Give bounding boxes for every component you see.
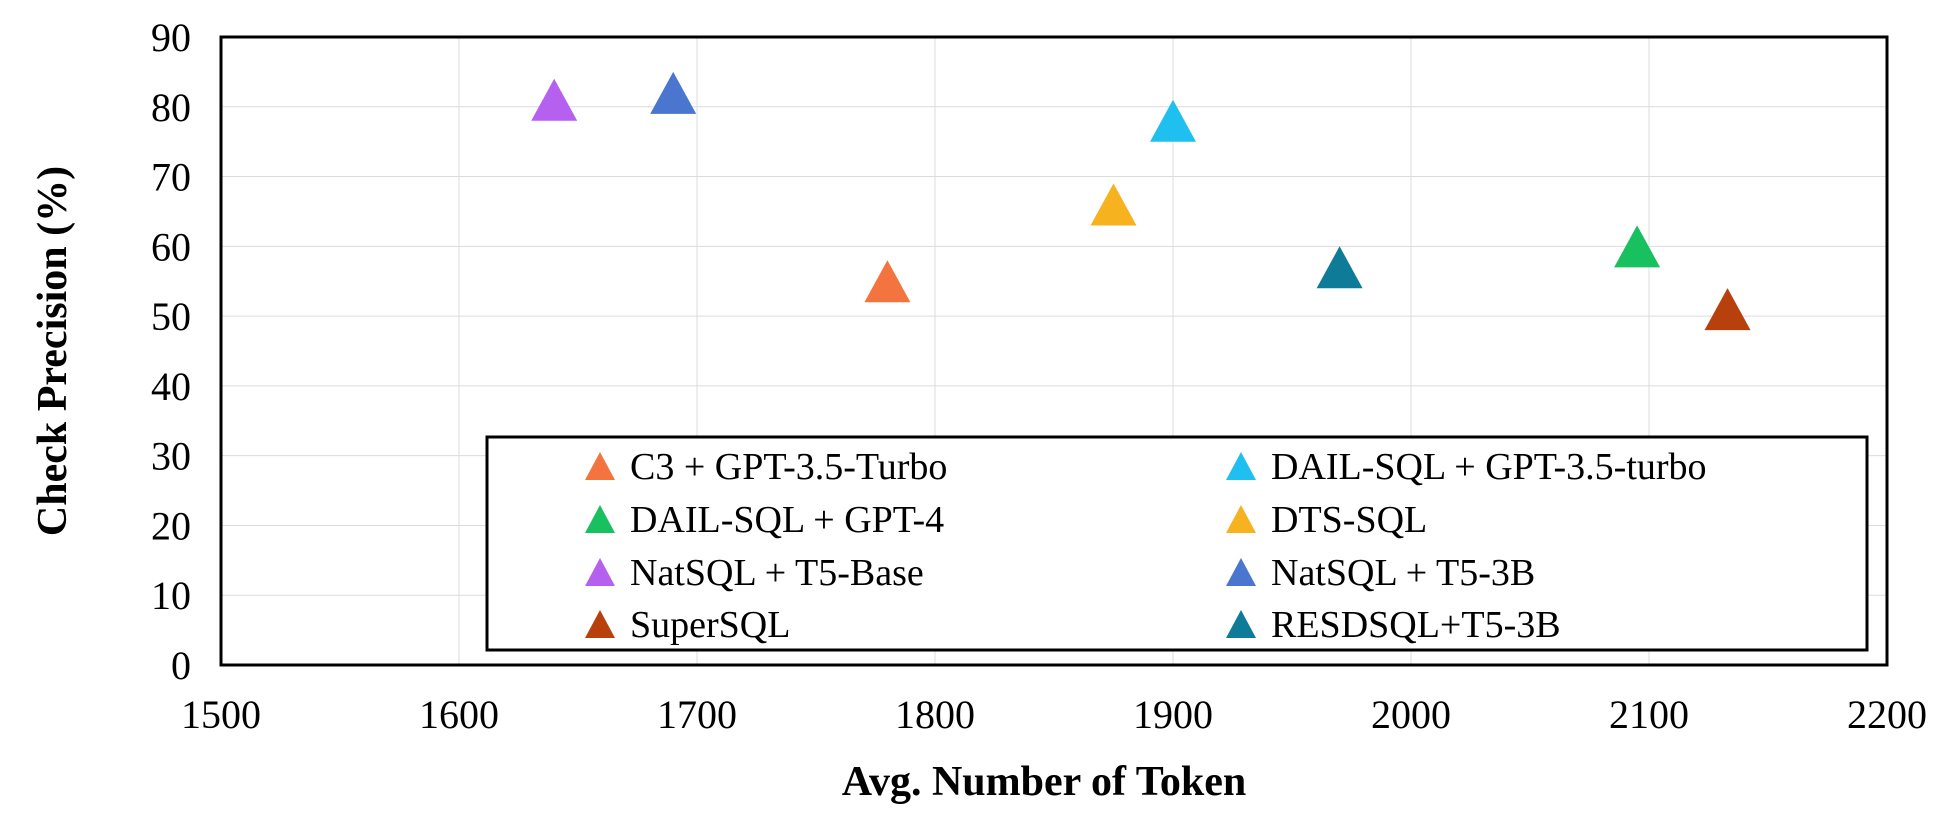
x-tick-label: 1800 <box>895 692 975 737</box>
data-point <box>1316 246 1363 289</box>
y-tick-label: 80 <box>151 85 191 130</box>
x-tick-label: 1600 <box>419 692 499 737</box>
legend-label: RESDSQL+T5-3B <box>1271 604 1561 646</box>
x-tick-label: 1500 <box>181 692 261 737</box>
y-tick-label: 20 <box>151 503 191 548</box>
y-tick-label: 30 <box>151 434 191 479</box>
legend: C3 + GPT-3.5-Turbo DAIL-SQL + GPT-3.5-tur… <box>485 435 1869 652</box>
legend-marker <box>1226 505 1256 533</box>
plot-area-frame <box>219 35 1889 667</box>
y-axis-title: Check Precision (%) <box>30 166 76 536</box>
x-tick-label: 2200 <box>1847 692 1927 737</box>
x-axis-title: Avg. Number of Token <box>842 759 1247 805</box>
y-tick-label: 50 <box>151 294 191 339</box>
y-tick-label: 40 <box>151 364 191 409</box>
legend-marker <box>585 558 615 586</box>
y-tick-label: 70 <box>151 155 191 200</box>
data-point <box>864 260 911 303</box>
data-point <box>650 71 697 114</box>
x-tick-label: 1900 <box>1133 692 1213 737</box>
data-point <box>1090 183 1137 226</box>
legend-marker <box>1226 610 1256 638</box>
legend-marker <box>585 452 615 480</box>
y-tick-label: 10 <box>151 573 191 618</box>
legend-label: DTS-SQL <box>1271 499 1427 541</box>
legend-label: NatSQL + T5-3B <box>1271 552 1535 594</box>
legend-box <box>485 435 1869 652</box>
data-point <box>1614 225 1661 268</box>
data-point <box>531 78 578 121</box>
data-point <box>1704 288 1751 331</box>
y-axis-ticks: 0 10 20 30 40 50 60 70 80 90 <box>151 15 191 688</box>
legend-marker <box>1226 558 1256 586</box>
legend-label: C3 + GPT-3.5-Turbo <box>630 446 947 488</box>
legend-marker <box>585 610 615 638</box>
legend-marker <box>1226 452 1256 480</box>
x-tick-label: 1700 <box>657 692 737 737</box>
legend-label: DAIL-SQL + GPT-3.5-turbo <box>1271 446 1707 488</box>
y-tick-label: 90 <box>151 15 191 60</box>
x-tick-label: 2000 <box>1371 692 1451 737</box>
legend-marker <box>585 505 615 533</box>
legend-label: SuperSQL <box>630 604 790 646</box>
legend-label: DAIL-SQL + GPT-4 <box>630 499 944 541</box>
y-tick-label: 0 <box>171 643 191 688</box>
x-axis-ticks: 1500 1600 1700 1800 1900 2000 2100 2200 <box>181 692 1927 737</box>
y-tick-label: 60 <box>151 224 191 269</box>
x-tick-label: 2100 <box>1609 692 1689 737</box>
data-points <box>531 71 1751 331</box>
legend-label: NatSQL + T5-Base <box>630 552 924 594</box>
data-point <box>1150 99 1196 142</box>
